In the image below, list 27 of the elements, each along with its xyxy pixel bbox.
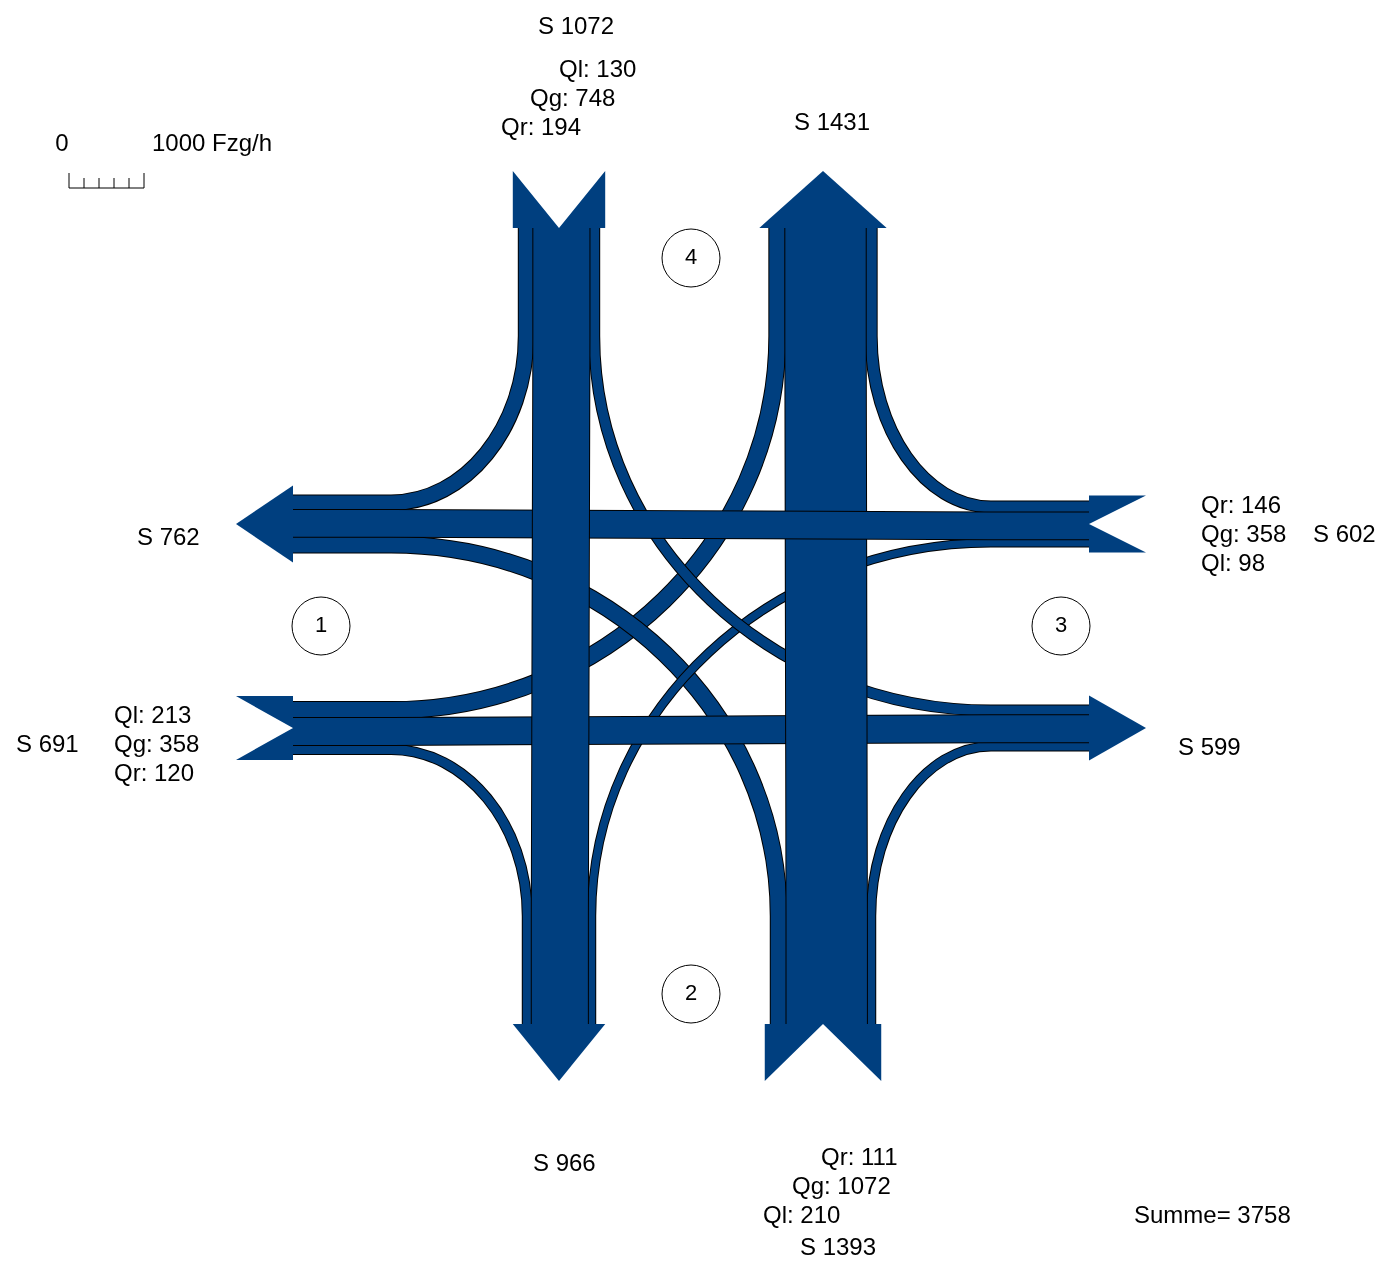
data-label: Qg: 1072 <box>792 1171 891 1199</box>
text: S 1072 <box>538 11 615 39</box>
text: S 602 <box>1313 519 1376 547</box>
text: 1000 Fzg/h <box>152 128 273 156</box>
data-label: Qg: 358 <box>114 729 200 757</box>
data-label: Ql: 98 <box>1201 548 1266 576</box>
text: S 691 <box>16 729 79 757</box>
data-label: Qr: 111 <box>821 1142 898 1170</box>
text: S 599 <box>1178 732 1241 760</box>
data-label: Qr: 120 <box>114 758 195 786</box>
data-label: Qg: 748 <box>530 83 616 111</box>
text: 0 <box>55 128 69 156</box>
data-label: Ql: 210 <box>763 1200 841 1228</box>
data-label: Ql: 130 <box>559 54 637 82</box>
text: S 762 <box>137 522 200 550</box>
data-label: Ql: 213 <box>114 700 192 728</box>
text: Summe= 3758 <box>1134 1200 1291 1228</box>
category-label: 3 <box>1054 612 1068 638</box>
category-label: 1 <box>314 612 328 638</box>
data-label: Qr: 146 <box>1201 490 1282 518</box>
category-label: 2 <box>684 980 698 1006</box>
data-label: Qr: 194 <box>501 112 582 140</box>
category-label: 4 <box>684 244 698 270</box>
text: S 966 <box>533 1148 596 1176</box>
text: S 1393 <box>800 1232 877 1260</box>
text: S 1431 <box>794 107 871 135</box>
data-label: Qg: 358 <box>1201 519 1287 547</box>
